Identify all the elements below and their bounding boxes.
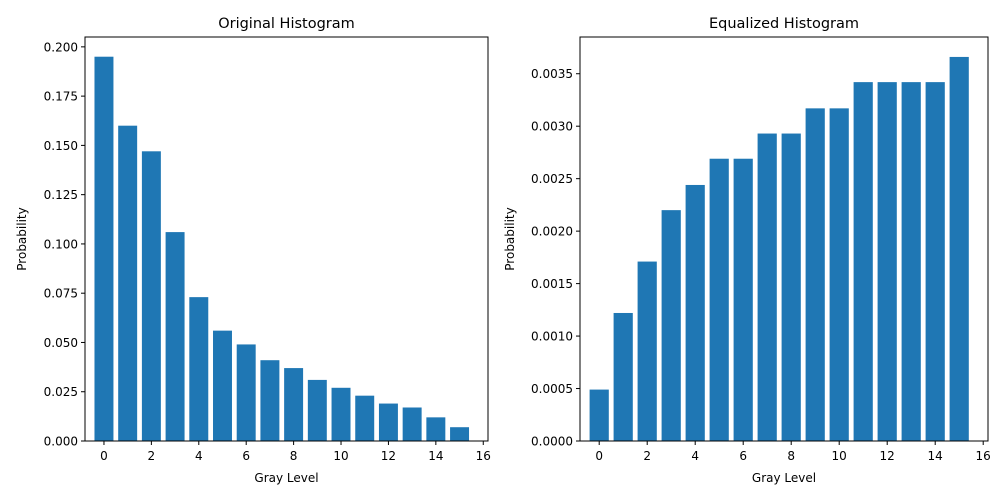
y-axis-label: Probability (15, 207, 29, 270)
bar-gray-level-7 (260, 360, 280, 441)
bar-gray-level-8 (781, 133, 801, 441)
bar-gray-level-11 (853, 82, 873, 442)
x-ticks: 0 2 4 6 8 10 12 14 16 (595, 441, 991, 463)
y-tick-label: 0.075 (44, 287, 78, 301)
bar-gray-level-9 (805, 108, 825, 442)
x-tick-label: 2 (643, 449, 651, 463)
x-tick-label: 4 (691, 449, 699, 463)
bar-gray-level-7 (757, 133, 777, 441)
x-ticks: 0 2 4 6 8 10 12 14 16 (100, 441, 491, 463)
bars-group (94, 56, 470, 442)
x-tick-label: 10 (832, 449, 847, 463)
y-tick-label: 0.000 (44, 435, 78, 449)
bar-gray-level-5 (213, 330, 232, 441)
bar-gray-level-1 (118, 125, 138, 442)
x-tick-label: 14 (928, 449, 943, 463)
axes-frame (84, 36, 489, 442)
y-tick-label: 0.0025 (531, 172, 573, 186)
equalized-histogram-chart: Equalized Histogram 0 2 4 6 8 10 12 14 16 0.0000… (503, 16, 991, 485)
axes-frame (579, 36, 989, 442)
x-tick-label: 2 (148, 449, 156, 463)
y-tick-label: 0.0020 (531, 225, 573, 239)
y-axis-label: Probability (503, 207, 517, 270)
bars-group (589, 56, 969, 442)
bar-gray-level-10 (331, 387, 351, 441)
bar-gray-level-15 (949, 56, 969, 442)
y-tick-label: 0.0000 (531, 435, 573, 449)
y-tick-label: 0.0035 (531, 67, 573, 81)
bar-gray-level-10 (829, 108, 849, 442)
y-tick-label: 0.200 (44, 40, 78, 54)
x-axis-label: Gray Level (254, 471, 318, 485)
x-tick-label: 16 (476, 449, 491, 463)
bar-gray-level-2 (637, 261, 657, 441)
bar-gray-level-2 (141, 151, 161, 442)
bar-gray-level-8 (284, 368, 304, 441)
x-tick-label: 6 (242, 449, 250, 463)
y-tick-label: 0.025 (44, 385, 78, 399)
bar-gray-level-5 (709, 158, 729, 441)
x-tick-label: 0 (595, 449, 603, 463)
y-tick-label: 0.0015 (531, 277, 573, 291)
original-histogram-chart: Original Histogram 0 2 4 6 8 10 12 14 16 0.0000.… (15, 16, 491, 485)
x-tick-label: 16 (976, 449, 991, 463)
x-tick-label: 12 (381, 449, 396, 463)
x-axis-label: Gray Level (752, 471, 816, 485)
y-tick-label: 0.125 (44, 188, 78, 202)
x-tick-label: 14 (428, 449, 443, 463)
bar-gray-level-13 (901, 82, 921, 442)
bar-gray-level-12 (877, 82, 897, 442)
bar-gray-level-1 (613, 312, 633, 441)
y-tick-label: 0.175 (44, 90, 78, 104)
y-tick-label: 0.0005 (531, 382, 573, 396)
bar-gray-level-14 (426, 417, 446, 441)
bar-gray-level-15 (450, 427, 470, 441)
x-tick-label: 6 (739, 449, 747, 463)
x-tick-label: 8 (290, 449, 298, 463)
x-tick-label: 12 (880, 449, 895, 463)
y-tick-label: 0.0010 (531, 330, 573, 344)
bar-gray-level-6 (733, 158, 753, 441)
x-tick-label: 8 (787, 449, 795, 463)
bar-gray-level-11 (355, 395, 375, 441)
chart-title: Equalized Histogram (709, 16, 859, 32)
x-tick-label: 10 (333, 449, 348, 463)
bar-gray-level-0 (589, 389, 609, 441)
bar-gray-level-12 (378, 403, 398, 441)
chart-title: Original Histogram (218, 16, 355, 32)
x-tick-label: 4 (195, 449, 203, 463)
bar-gray-level-3 (165, 232, 185, 441)
y-tick-label: 0.050 (44, 336, 78, 350)
bar-gray-level-3 (661, 210, 681, 441)
bar-gray-level-4 (189, 297, 209, 441)
bar-gray-level-14 (925, 82, 945, 442)
bar-gray-level-4 (685, 184, 705, 441)
y-tick-label: 0.150 (44, 139, 78, 153)
x-tick-label: 0 (100, 449, 108, 463)
bar-gray-level-6 (236, 344, 256, 441)
y-ticks: 0.0000 0.0005 0.0010 0.0015 0.0020 0.0025 0.00… (531, 67, 580, 449)
bar-gray-level-13 (402, 407, 422, 441)
y-tick-label: 0.100 (44, 237, 78, 251)
bar-gray-level-0 (94, 56, 114, 442)
y-ticks: 0.000 0.025 0.050 0.075 0.100 0.125 0.150 0.175… (44, 40, 85, 449)
y-tick-label: 0.0030 (531, 120, 573, 134)
bar-gray-level-9 (307, 379, 327, 441)
